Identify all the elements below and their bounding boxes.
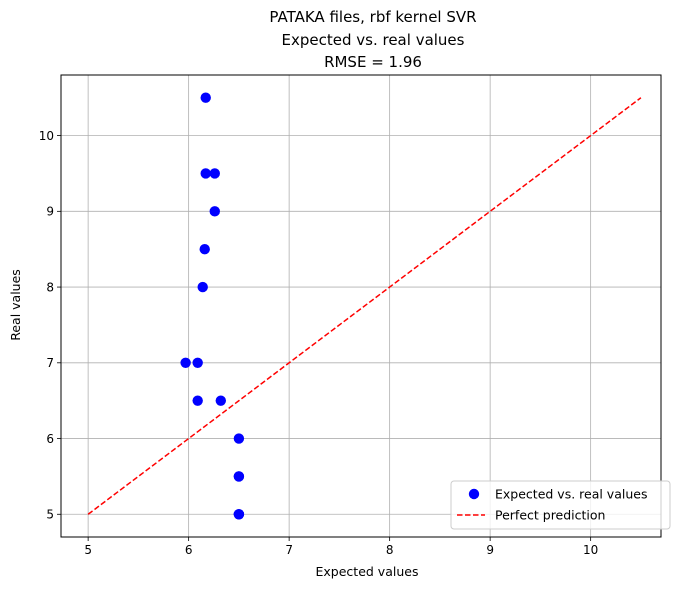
y-tick-label: 5 — [46, 508, 54, 522]
scatter-point — [233, 509, 245, 520]
grid — [61, 75, 661, 537]
line-series-layer — [87, 97, 642, 515]
x-axis-label: Expected values — [316, 564, 419, 579]
axis-ticks: 5 6 7 8 9 10 5 6 7 8 9 10 — [39, 129, 599, 557]
plot-area-frame — [60, 74, 662, 538]
y-tick-label: 8 — [46, 280, 54, 294]
x-tick-label: 6 — [185, 543, 193, 557]
scatter-point — [233, 433, 245, 444]
chart-title-line-1: PATAKA files, rbf kernel SVR — [269, 8, 476, 26]
legend: Expected vs. real values Perfect predict… — [450, 480, 671, 530]
y-tick-label: 7 — [46, 356, 54, 370]
x-tick-label: 8 — [386, 543, 394, 557]
x-tick-label: 5 — [84, 543, 92, 557]
chart-title-line-2: Expected vs. real values — [282, 31, 465, 49]
x-tick-label: 10 — [583, 543, 598, 557]
legend-box — [450, 480, 671, 530]
scatter-point — [209, 206, 220, 217]
x-tick-label: 7 — [285, 543, 293, 557]
y-axis-label: Real values — [8, 269, 23, 341]
legend-label-line: Perfect prediction — [495, 508, 605, 523]
scatter-point — [180, 357, 191, 369]
chart-title-line-3: RMSE = 1.96 — [324, 53, 422, 71]
y-tick-label: 9 — [46, 205, 54, 219]
scatter-point — [192, 395, 203, 406]
scatter-point — [233, 471, 245, 482]
y-tick-label: 6 — [46, 432, 54, 446]
perfect-prediction-line — [87, 97, 642, 515]
scatter-point — [192, 357, 203, 369]
scatter-point — [200, 168, 211, 179]
x-tick-label: 9 — [486, 543, 494, 557]
legend-label-scatter: Expected vs. real values — [495, 487, 647, 502]
scatter-point — [200, 92, 211, 103]
y-tick-label: 10 — [39, 129, 54, 143]
scatter-point — [199, 243, 210, 255]
scatter-point — [209, 168, 220, 179]
scatter-point — [215, 395, 226, 406]
legend-marker-scatter — [468, 488, 480, 500]
scatter-point — [197, 281, 208, 293]
scatter-series-layer — [180, 92, 245, 520]
